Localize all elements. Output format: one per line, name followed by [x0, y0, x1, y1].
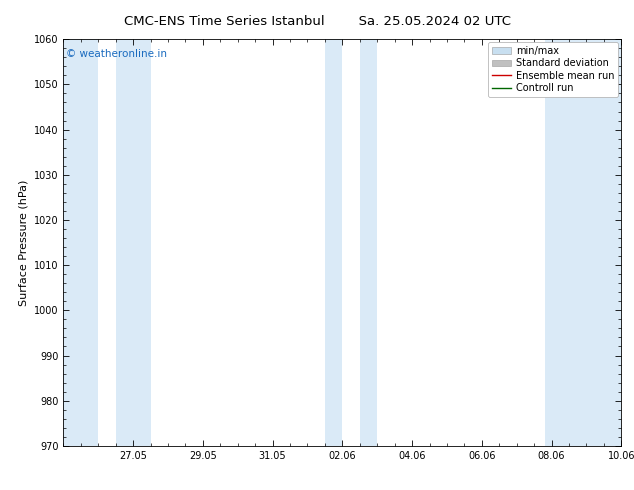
Legend: min/max, Standard deviation, Ensemble mean run, Controll run: min/max, Standard deviation, Ensemble me…	[488, 42, 618, 97]
Bar	[115, 39, 150, 446]
Text: CMC-ENS Time Series Istanbul        Sa. 25.05.2024 02 UTC: CMC-ENS Time Series Istanbul Sa. 25.05.2…	[124, 15, 510, 28]
Bar	[325, 39, 342, 446]
Bar	[545, 39, 621, 446]
Text: © weatheronline.in: © weatheronline.in	[66, 49, 167, 59]
Bar	[63, 39, 98, 446]
Bar	[359, 39, 377, 446]
Y-axis label: Surface Pressure (hPa): Surface Pressure (hPa)	[18, 179, 29, 306]
